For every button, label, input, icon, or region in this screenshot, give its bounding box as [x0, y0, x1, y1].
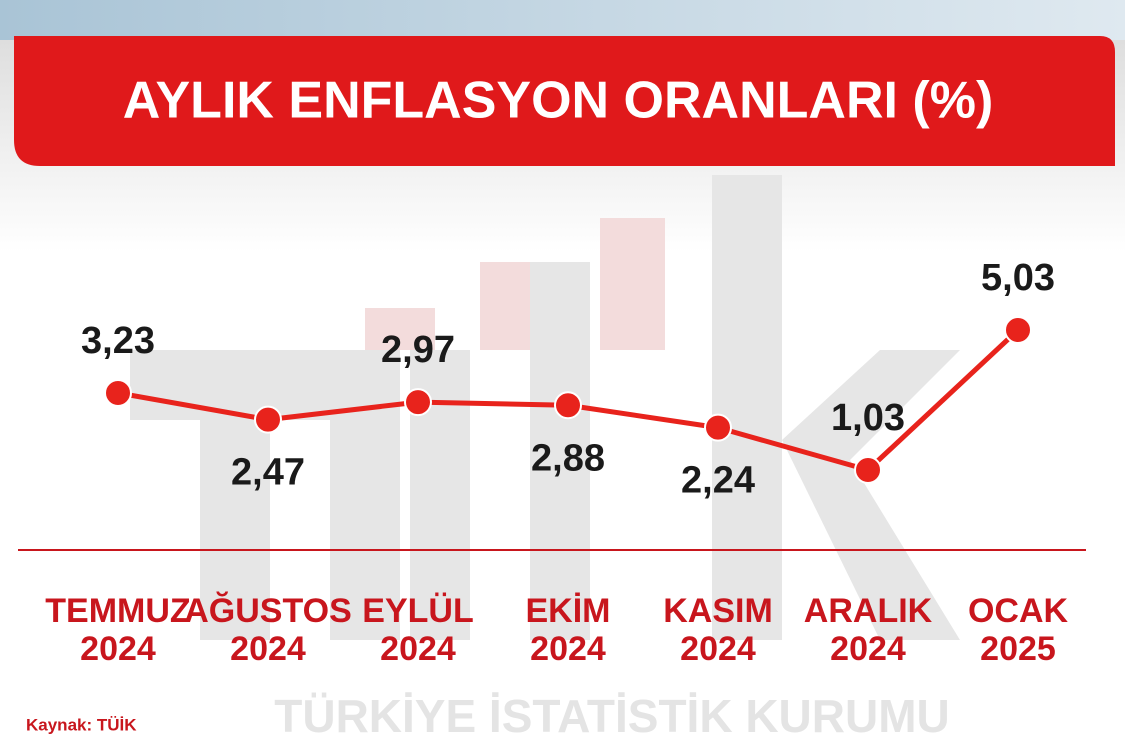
logo-watermark	[130, 175, 960, 640]
x-tick-label: EYLÜL 2024	[362, 592, 474, 668]
point	[854, 456, 882, 484]
value-label: 2,88	[531, 437, 605, 479]
point	[254, 405, 282, 434]
title-banner	[14, 36, 1115, 166]
logo-watermark-red	[365, 218, 665, 350]
x-tick-label: EKİM 2024	[525, 592, 611, 668]
x-tick-label: OCAK 2025	[967, 592, 1069, 668]
chart-title: AYLIK ENFLASYON ORANLARI (%)	[123, 72, 994, 130]
value-label: 1,03	[831, 397, 905, 439]
point	[554, 391, 582, 420]
point	[1004, 316, 1032, 344]
x-tick-label: TEMMUZ 2024	[45, 592, 191, 668]
point	[704, 413, 732, 442]
top-band	[0, 0, 1125, 40]
value-label: 3,23	[81, 320, 155, 362]
value-label: 2,24	[681, 460, 755, 502]
point	[104, 379, 132, 407]
value-label: 2,47	[231, 452, 305, 494]
value-label: 5,03	[981, 257, 1055, 299]
point	[404, 388, 432, 417]
x-tick-label: ARALIK 2024	[803, 592, 933, 668]
watermark-text: TÜRKİYE İSTATİSTİK KURUMU	[274, 690, 950, 742]
x-tick-label: AĞUSTOS 2024	[184, 592, 352, 668]
value-label: 2,97	[381, 329, 455, 371]
source: Kaynak: TÜİK	[26, 715, 137, 734]
x-tick-label: KASIM 2024	[663, 592, 773, 668]
